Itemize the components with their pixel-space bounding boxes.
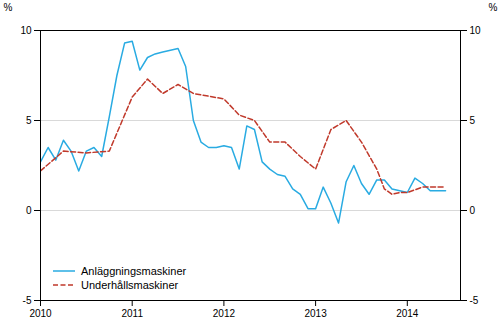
- svg-text:2010: 2010: [29, 308, 52, 319]
- svg-text:0: 0: [470, 205, 476, 216]
- svg-text:0: 0: [26, 205, 32, 216]
- svg-text:2012: 2012: [213, 308, 236, 319]
- svg-text:5: 5: [470, 115, 476, 126]
- svg-text:2011: 2011: [121, 308, 143, 319]
- svg-text:10: 10: [20, 25, 32, 36]
- svg-text:2014: 2014: [396, 308, 419, 319]
- svg-text:10: 10: [470, 25, 482, 36]
- svg-text:%: %: [4, 2, 13, 13]
- html-text:Anläggningsmaskiner: Anläggningsmaskiner: [81, 265, 187, 277]
- svg-text:%: %: [489, 2, 498, 13]
- svg-text:2013: 2013: [304, 308, 327, 319]
- html-text:Underhållsmaskiner: Underhållsmaskiner: [81, 279, 179, 291]
- svg-text:5: 5: [26, 115, 32, 126]
- svg-text:-5: -5: [23, 295, 32, 306]
- svg-text:-5: -5: [470, 295, 479, 306]
